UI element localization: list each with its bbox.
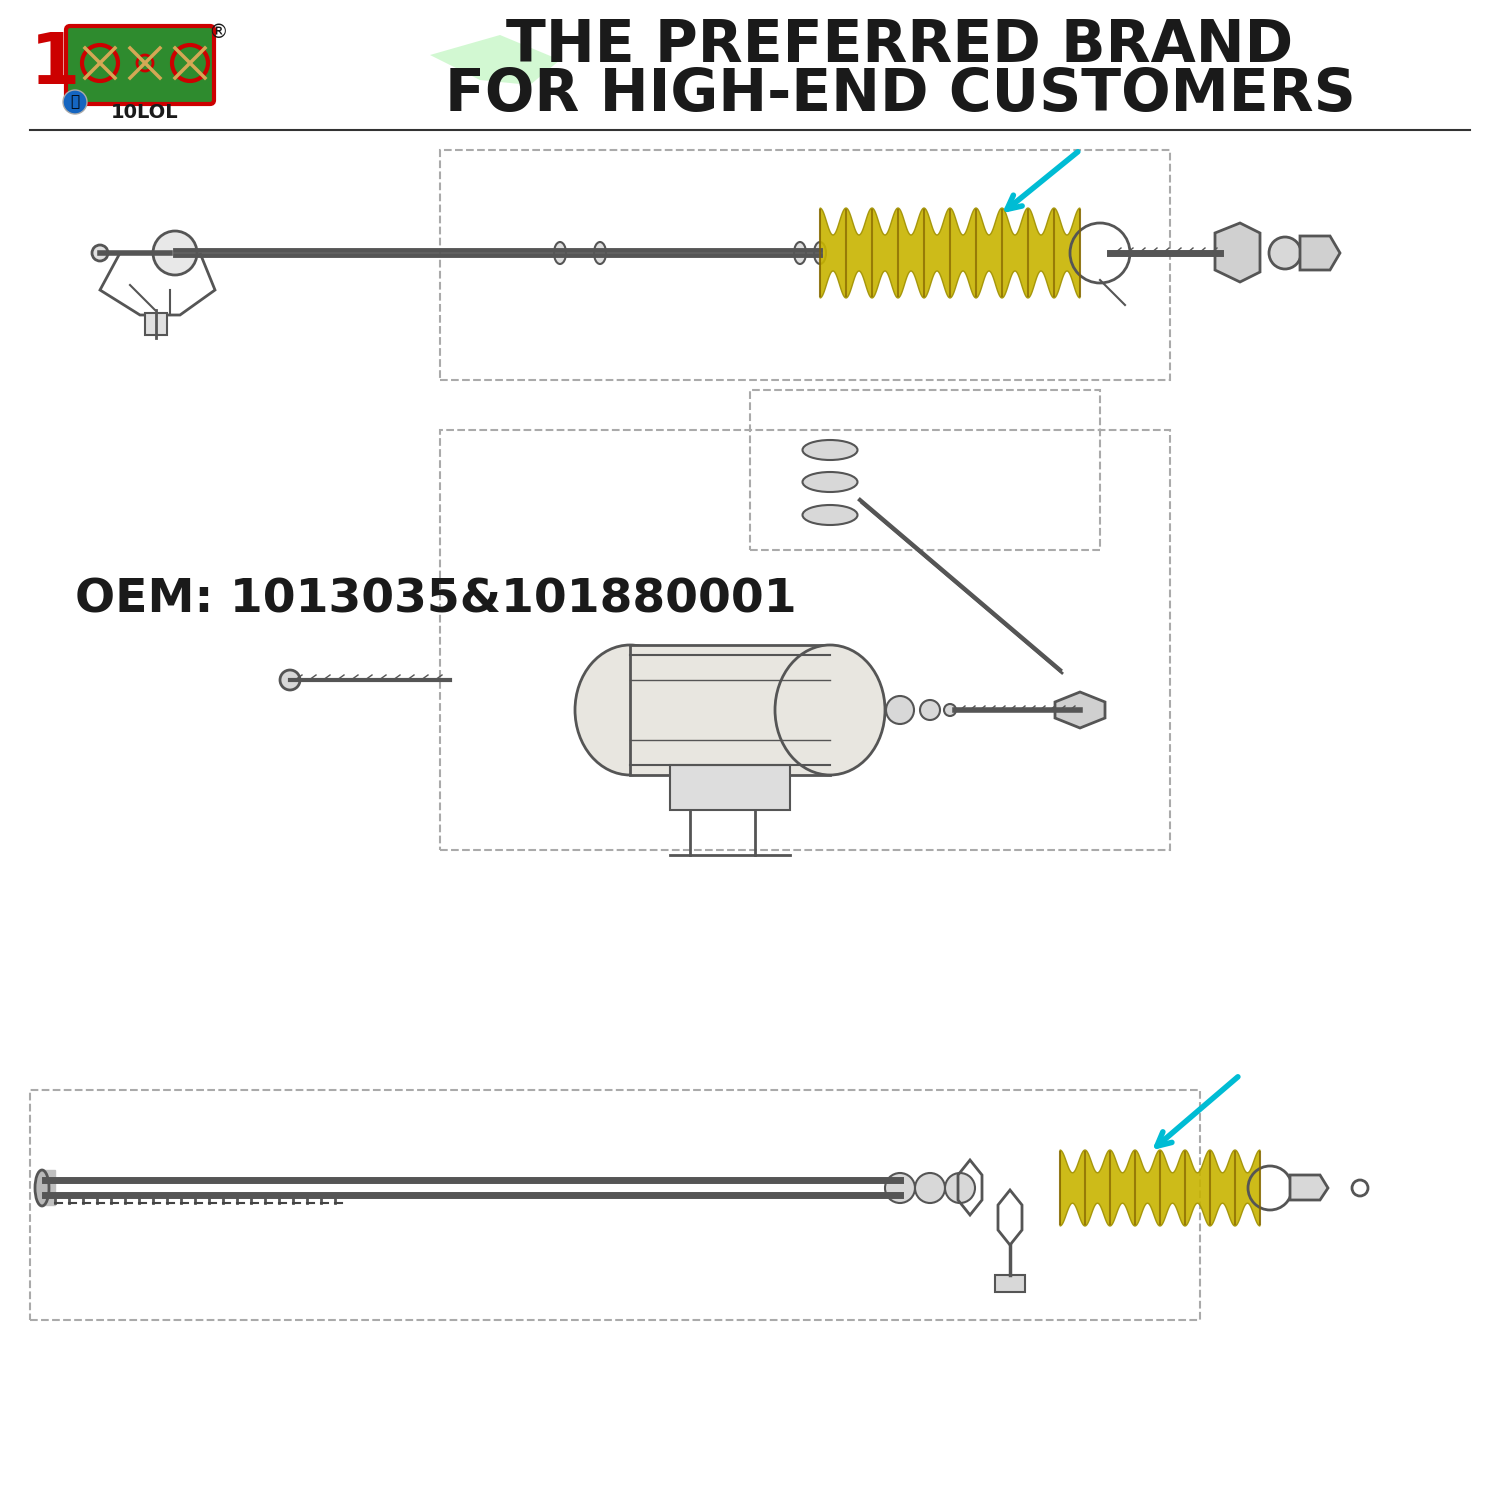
Text: 🌐: 🌐 (70, 94, 80, 110)
Text: 10LOL: 10LOL (111, 102, 178, 122)
Polygon shape (994, 1275, 1024, 1292)
Bar (670, 765, 790, 810)
Circle shape (945, 1173, 975, 1203)
Polygon shape (430, 34, 560, 86)
Ellipse shape (554, 242, 566, 264)
Circle shape (944, 704, 956, 716)
Circle shape (63, 90, 87, 114)
Circle shape (92, 244, 108, 261)
Polygon shape (40, 1170, 56, 1204)
Polygon shape (1060, 1150, 1260, 1226)
Ellipse shape (574, 645, 686, 776)
Text: 1: 1 (30, 30, 80, 99)
Circle shape (153, 231, 197, 274)
Ellipse shape (802, 506, 858, 525)
Circle shape (886, 696, 914, 724)
Ellipse shape (594, 242, 606, 264)
Ellipse shape (34, 1170, 50, 1206)
Polygon shape (821, 209, 1080, 298)
Ellipse shape (815, 242, 827, 264)
Circle shape (915, 1173, 945, 1203)
Polygon shape (1290, 1174, 1328, 1200)
Text: FOR HIGH-END CUSTOMERS: FOR HIGH-END CUSTOMERS (444, 66, 1356, 123)
Bar (630, 645, 830, 776)
Bar (30, 1090, 1200, 1320)
Ellipse shape (802, 440, 858, 460)
Circle shape (1269, 237, 1300, 268)
Circle shape (885, 1173, 915, 1203)
Text: THE PREFERRED BRAND: THE PREFERRED BRAND (507, 16, 1293, 74)
Bar (750, 390, 1100, 550)
Circle shape (280, 670, 300, 690)
Ellipse shape (802, 472, 858, 492)
FancyBboxPatch shape (66, 26, 214, 104)
Text: OEM: 1013035&101880001: OEM: 1013035&101880001 (75, 578, 797, 622)
Bar (440, 150, 1170, 380)
Ellipse shape (794, 242, 806, 264)
Bar (146, 314, 166, 334)
Text: ®: ® (209, 22, 228, 42)
Circle shape (920, 700, 940, 720)
Bar (440, 430, 1170, 850)
Polygon shape (1300, 236, 1340, 270)
Polygon shape (1054, 692, 1106, 728)
Ellipse shape (776, 645, 885, 776)
Polygon shape (1215, 224, 1260, 282)
